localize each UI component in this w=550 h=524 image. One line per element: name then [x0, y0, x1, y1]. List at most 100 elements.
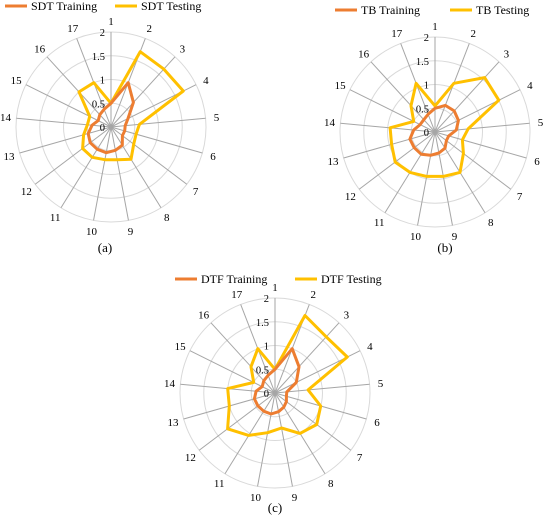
category-label: 4 [527, 80, 533, 92]
tick-label: 0.5 [416, 104, 429, 115]
spoke-line [274, 322, 340, 394]
category-label: 6 [374, 417, 380, 429]
category-label: 2 [147, 23, 153, 35]
category-label: 6 [534, 156, 540, 168]
spoke-line [434, 122, 530, 133]
series-line-sdt-testing [77, 50, 185, 162]
category-label: 17 [231, 289, 243, 301]
category-label: 5 [538, 117, 544, 129]
category-label: 10 [86, 226, 98, 238]
series-line-tb-testing [388, 76, 501, 178]
category-label: 10 [250, 492, 262, 504]
spoke-line [274, 392, 293, 487]
category-label: 10 [410, 231, 422, 243]
category-label: 5 [378, 378, 384, 390]
series-line-sdt-training [86, 81, 135, 155]
category-label: 13 [168, 417, 180, 429]
category-label: 1 [272, 282, 278, 294]
category-label: 1 [432, 21, 438, 33]
legend-entry: SDT Testing [141, 0, 201, 13]
tick-label: 0.5 [256, 365, 269, 376]
category-label: 14 [0, 112, 12, 124]
spoke-line [19, 126, 112, 154]
spoke-line [257, 392, 276, 487]
category-label: 9 [292, 492, 298, 504]
spoke-line [434, 61, 500, 133]
category-label: 7 [517, 191, 523, 203]
spoke-line [434, 89, 521, 133]
series-line-tb-training [408, 103, 460, 157]
spoke-line [93, 126, 112, 221]
category-label: 7 [357, 452, 363, 464]
category-label: 9 [452, 231, 458, 243]
tick-label: 0 [100, 123, 105, 134]
tick-label: 0 [424, 128, 429, 139]
category-label: 11 [374, 217, 385, 229]
category-label: 2 [471, 28, 477, 40]
tick-label: 1.5 [416, 57, 429, 68]
category-label: 8 [164, 212, 170, 224]
legend-entry: SDT Training [31, 0, 97, 13]
tick-label: 0 [264, 389, 269, 400]
spoke-line [60, 126, 112, 209]
spoke-line [434, 131, 453, 226]
category-label: 17 [67, 23, 79, 35]
tick-label: 2 [264, 294, 269, 305]
category-label: 16 [34, 44, 46, 56]
category-label: 17 [391, 28, 403, 40]
category-label: 8 [328, 478, 334, 490]
category-label: 8 [488, 217, 494, 229]
spoke-line [358, 131, 436, 190]
category-label: 5 [214, 112, 220, 124]
legend-entry: TB Testing [476, 3, 529, 17]
tick-label: 0.5 [92, 99, 105, 110]
category-label: 9 [128, 226, 134, 238]
category-label: 15 [175, 341, 187, 353]
spoke-line [274, 383, 370, 394]
legend-entry: DTF Testing [321, 272, 382, 286]
category-label: 3 [180, 44, 186, 56]
tick-label: 1.5 [256, 318, 269, 329]
category-label: 14 [324, 117, 336, 129]
spoke-line [417, 131, 436, 226]
category-label: 4 [203, 75, 209, 87]
tick-label: 2 [100, 28, 105, 39]
category-label: 6 [210, 151, 216, 163]
series-line-dtf-testing [226, 314, 349, 437]
category-label: 3 [344, 310, 350, 322]
series-line-dtf-training [252, 347, 301, 416]
spoke-line [274, 392, 352, 451]
spoke-line [340, 122, 436, 133]
category-label: 7 [193, 186, 199, 198]
category-label: 12 [345, 191, 356, 203]
category-label: 3 [504, 49, 510, 61]
category-label: 12 [185, 452, 196, 464]
spoke-line [34, 126, 112, 185]
legend-entry: DTF Training [201, 272, 267, 286]
category-label: 16 [198, 310, 210, 322]
spoke-line [110, 126, 203, 154]
spoke-line [224, 392, 276, 475]
spoke-line [110, 126, 129, 221]
tick-label: 1 [424, 81, 429, 92]
tick-label: 1.5 [92, 52, 105, 63]
legend-entry: TB Training [361, 3, 420, 17]
spoke-line [198, 392, 276, 451]
panel-label: (c) [268, 500, 282, 515]
category-label: 15 [11, 75, 23, 87]
category-label: 14 [164, 378, 176, 390]
category-label: 2 [311, 289, 317, 301]
panel-label: (b) [437, 240, 452, 255]
category-label: 16 [358, 49, 370, 61]
spoke-line [110, 126, 162, 209]
category-label: 13 [4, 151, 16, 163]
tick-label: 2 [424, 33, 429, 44]
category-label: 1 [108, 16, 114, 28]
category-label: 4 [367, 341, 373, 353]
category-label: 15 [335, 80, 347, 92]
tick-label: 1 [264, 342, 269, 353]
